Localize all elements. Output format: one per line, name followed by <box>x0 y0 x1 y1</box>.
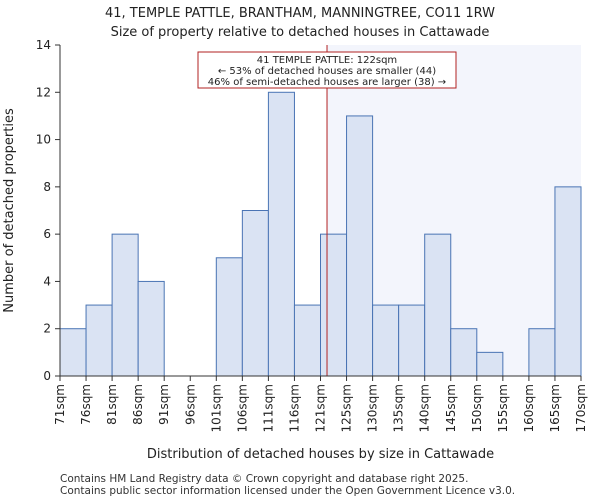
x-tick-label: 145sqm <box>444 384 458 432</box>
marker-annotation: 41 TEMPLE PATTLE: 122sqm ← 53% of detach… <box>197 51 457 89</box>
bar <box>320 233 348 377</box>
bar <box>372 304 400 377</box>
bars <box>59 91 582 377</box>
x-tick-label: 91sqm <box>157 384 171 425</box>
bar <box>85 304 113 377</box>
x-tick-label: 111sqm <box>261 384 275 432</box>
x-tick-label: 101sqm <box>209 384 223 432</box>
footer-line-2: Contains public sector information licen… <box>60 485 515 497</box>
bar <box>111 233 139 377</box>
y-tick-label: 10 <box>36 133 51 147</box>
bar <box>528 328 556 377</box>
y-tick-label: 12 <box>36 85 51 99</box>
bar <box>215 257 243 377</box>
x-tick-label: 125sqm <box>340 384 354 432</box>
x-axis-ticks: 71sqm 76sqm 81sqm 86sqm 91sqm 96sqm 101sqm 106s… <box>53 376 588 432</box>
bar <box>424 233 452 377</box>
x-tick-label: 165sqm <box>548 384 562 432</box>
x-axis-label: Distribution of detached houses by size … <box>147 447 494 462</box>
bar <box>241 210 269 377</box>
x-tick-label: 155sqm <box>496 384 510 432</box>
annotation-line-2: ← 53% of detached houses are smaller (44… <box>218 66 436 77</box>
annotation-line-1: 41 TEMPLE PATTLE: 122sqm <box>257 55 397 66</box>
y-tick-label: 8 <box>43 180 51 194</box>
y-tick-label: 0 <box>43 369 51 383</box>
x-tick-label: 140sqm <box>418 384 432 432</box>
bar <box>293 304 322 377</box>
bar <box>346 115 374 377</box>
y-tick-label: 2 <box>43 322 51 336</box>
annotation-line-3: 46% of semi-detached houses are larger (… <box>208 77 446 88</box>
x-tick-label: 170sqm <box>574 384 588 432</box>
bar <box>450 328 478 377</box>
x-tick-label: 135sqm <box>392 384 406 432</box>
x-tick-label: 86sqm <box>131 384 145 425</box>
bar <box>137 280 165 377</box>
bar <box>554 186 582 377</box>
x-tick-label: 160sqm <box>522 384 536 432</box>
bar <box>398 304 426 377</box>
bar <box>476 351 504 377</box>
y-tick-label: 14 <box>36 38 51 52</box>
y-tick-label: 6 <box>43 227 51 241</box>
bar <box>267 91 295 377</box>
x-tick-label: 76sqm <box>79 384 93 425</box>
y-axis-ticks: 0 2 4 6 8 10 12 14 <box>36 38 60 383</box>
x-tick-label: 121sqm <box>314 384 328 432</box>
bar <box>59 328 87 377</box>
x-tick-label: 150sqm <box>470 384 484 432</box>
y-tick-label: 4 <box>43 274 51 288</box>
y-axis-label: Number of detached properties <box>2 108 17 313</box>
footer-line-1: Contains HM Land Registry data © Crown c… <box>60 473 468 485</box>
chart-title: 41, TEMPLE PATTLE, BRANTHAM, MANNINGTREE… <box>105 6 495 21</box>
x-tick-label: 96sqm <box>183 384 197 425</box>
x-tick-label: 71sqm <box>53 384 67 425</box>
annotation-box <box>197 51 457 89</box>
x-tick-label: 81sqm <box>105 384 119 425</box>
chart-subtitle: Size of property relative to detached ho… <box>111 25 490 40</box>
x-tick-label: 130sqm <box>366 384 380 432</box>
x-tick-label: 106sqm <box>235 384 249 432</box>
x-tick-label: 116sqm <box>287 384 301 432</box>
